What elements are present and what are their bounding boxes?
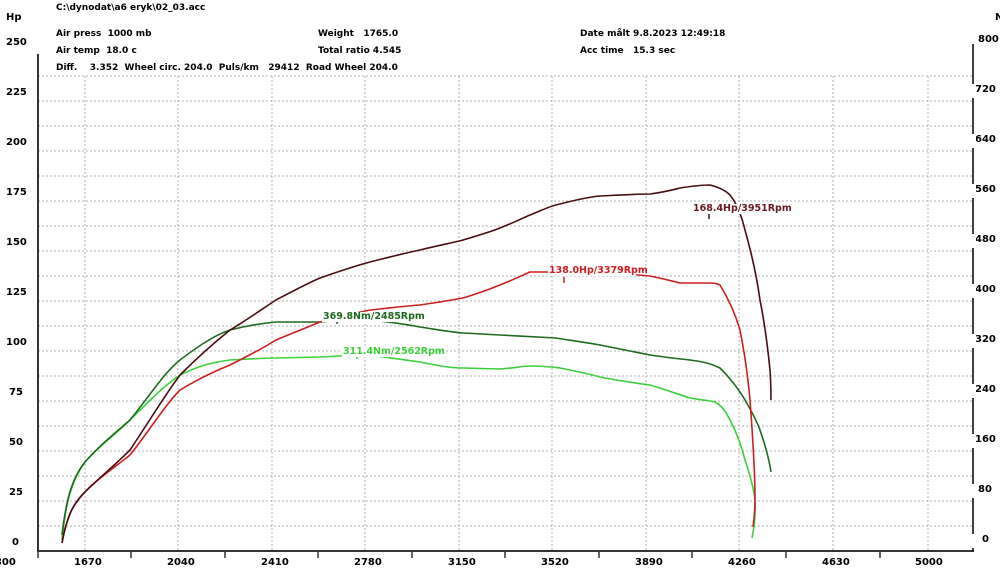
x-tick: 5000 — [915, 557, 943, 568]
right-tick: 240 — [975, 384, 996, 395]
right-axis-unit: Nm — [995, 12, 1000, 23]
right-tick: 640 — [975, 134, 996, 145]
left-axis-unit: Hp — [6, 12, 22, 23]
right-tick: 400 — [975, 284, 996, 295]
power-run2-curve — [61, 271, 756, 544]
weight: Weight 1765.0 — [318, 29, 399, 39]
total-ratio: Total ratio 4.545 — [318, 46, 402, 56]
hp-run2-peak-label: 138.0Hp/3379Rpm — [549, 265, 648, 276]
x-tick: 1300 — [0, 557, 16, 568]
power-run1-curve — [61, 184, 772, 544]
right-tick: 160 — [975, 434, 996, 445]
x-tick: 3520 — [541, 557, 569, 568]
right-tick: 480 — [975, 234, 996, 245]
nm-run2-peak-label: 311.4Nm/2562Rpm — [343, 346, 445, 357]
left-tick: 50 — [9, 437, 23, 448]
air-press: Air press 1000 mb — [56, 29, 152, 39]
right-tick: 560 — [975, 184, 996, 195]
left-tick: 200 — [6, 137, 27, 148]
torque-run2-curve — [61, 354, 757, 541]
nm-run1-peak-label: 369.8Nm/2485Rpm — [323, 311, 425, 322]
grid — [38, 75, 973, 551]
right-axis-label-gaps — [970, 84, 976, 548]
x-tick: 3890 — [635, 557, 663, 568]
annotation-backgrounds — [322, 204, 780, 357]
acc-time: Acc time 15.3 sec — [580, 46, 676, 56]
left-tick: 125 — [6, 287, 27, 298]
peak-markers — [336, 213, 710, 359]
date: Date målt 9.8.2023 12:49:18 — [580, 29, 726, 39]
left-tick: 225 — [6, 87, 27, 98]
left-tick: 150 — [6, 237, 27, 248]
x-tick: 4260 — [728, 557, 756, 568]
right-tick: 0 — [982, 534, 989, 545]
left-tick: 250 — [6, 37, 27, 48]
x-tick: 2040 — [167, 557, 195, 568]
x-tick: 1670 — [74, 557, 102, 568]
left-tick: 25 — [9, 487, 23, 498]
left-tick: 75 — [9, 387, 23, 398]
air-temp: Air temp 18.0 c — [56, 46, 137, 56]
right-tick: 720 — [975, 84, 996, 95]
left-tick: 175 — [6, 187, 27, 198]
right-tick: 800 — [978, 34, 999, 45]
right-tick: 320 — [975, 334, 996, 345]
torque-run1-curve — [61, 318, 772, 536]
file-path: C:\dynodat\a6 eryk\02_03.acc — [56, 3, 206, 13]
x-tick: 2410 — [261, 557, 289, 568]
x-tick: 4630 — [822, 557, 850, 568]
left-tick: 100 — [6, 337, 27, 348]
right-tick: 80 — [978, 484, 992, 495]
left-tick: 0 — [12, 537, 19, 548]
x-tick: 2780 — [354, 557, 382, 568]
hp-run1-peak-label: 168.4Hp/3951Rpm — [693, 203, 792, 214]
diff-line: Diff. 3.352 Wheel circ. 204.0 Puls/km 29… — [56, 63, 398, 73]
x-tick: 3150 — [448, 557, 476, 568]
